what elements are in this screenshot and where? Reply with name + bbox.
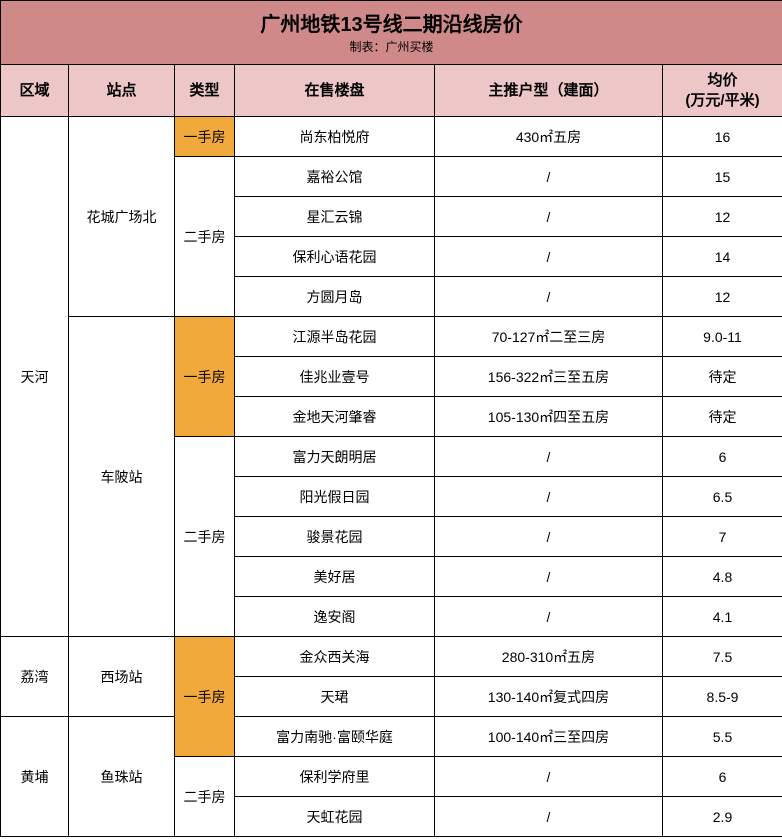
unit-cell: /: [435, 277, 663, 317]
hdr-region: 区域: [1, 65, 69, 117]
project-cell: 天虹花园: [235, 797, 435, 837]
unit-cell: /: [435, 597, 663, 637]
table-row: 荔湾 西场站 一手房 金众西关海 280-310㎡五房 7.5: [1, 637, 782, 677]
station-cell: 车陂站: [69, 317, 175, 637]
type-cell-second: 二手房: [175, 437, 235, 637]
region-cell: 荔湾: [1, 637, 69, 717]
unit-cell: 70-127㎡二至三房: [435, 317, 663, 357]
table-row: 黄埔 鱼珠站 富力南驰·富颐华庭 100-140㎡三至四房 5.5: [1, 717, 782, 757]
header-row: 区域 站点 类型 在售楼盘 主推户型（建面） 均价 (万元/平米): [1, 65, 782, 117]
price-cell: 15: [663, 157, 782, 197]
unit-cell: /: [435, 797, 663, 837]
unit-cell: /: [435, 237, 663, 277]
unit-cell: /: [435, 477, 663, 517]
project-cell: 江源半岛花园: [235, 317, 435, 357]
hdr-type: 类型: [175, 65, 235, 117]
region-cell: 天河: [1, 117, 69, 637]
title-sub: 制表：广州买楼: [1, 39, 782, 56]
unit-cell: 430㎡五房: [435, 117, 663, 157]
project-cell: 天珺: [235, 677, 435, 717]
title-row: 广州地铁13号线二期沿线房价 制表：广州买楼: [1, 1, 782, 65]
hdr-unit: 主推户型（建面）: [435, 65, 663, 117]
price-cell: 6: [663, 437, 782, 477]
project-cell: 金地天河肇睿: [235, 397, 435, 437]
project-cell: 方圆月岛: [235, 277, 435, 317]
price-cell: 16: [663, 117, 782, 157]
project-cell: 保利学府里: [235, 757, 435, 797]
price-cell: 4.1: [663, 597, 782, 637]
project-cell: 星汇云锦: [235, 197, 435, 237]
project-cell: 尚东柏悦府: [235, 117, 435, 157]
hdr-project: 在售楼盘: [235, 65, 435, 117]
price-cell: 2.9: [663, 797, 782, 837]
project-cell: 嘉裕公馆: [235, 157, 435, 197]
price-cell: 14: [663, 237, 782, 277]
project-cell: 佳兆业壹号: [235, 357, 435, 397]
type-cell-new: 一手房: [175, 117, 235, 157]
hdr-price-l1: 均价: [707, 72, 737, 89]
hdr-station: 站点: [69, 65, 175, 117]
project-cell: 富力南驰·富颐华庭: [235, 717, 435, 757]
hdr-price-l2: (万元/平米): [685, 92, 759, 109]
price-table: 广州地铁13号线二期沿线房价 制表：广州买楼 区域 站点 类型 在售楼盘 主推户…: [0, 0, 782, 837]
project-cell: 富力天朗明居: [235, 437, 435, 477]
unit-cell: /: [435, 197, 663, 237]
unit-cell: /: [435, 757, 663, 797]
title-cell: 广州地铁13号线二期沿线房价 制表：广州买楼: [1, 1, 782, 65]
price-cell: 12: [663, 277, 782, 317]
unit-cell: /: [435, 557, 663, 597]
project-cell: 骏景花园: [235, 517, 435, 557]
project-cell: 美好居: [235, 557, 435, 597]
price-cell: 4.8: [663, 557, 782, 597]
title-main: 广州地铁13号线二期沿线房价: [1, 11, 782, 39]
unit-cell: 280-310㎡五房: [435, 637, 663, 677]
unit-cell: 130-140㎡复式四房: [435, 677, 663, 717]
type-cell-second: 二手房: [175, 157, 235, 317]
hdr-price: 均价 (万元/平米): [663, 65, 782, 117]
type-cell-second: 二手房: [175, 757, 235, 837]
type-cell-new: 一手房: [175, 637, 235, 757]
unit-cell: /: [435, 517, 663, 557]
price-cell: 5.5: [663, 717, 782, 757]
region-cell: 黄埔: [1, 717, 69, 837]
station-cell: 花城广场北: [69, 117, 175, 317]
unit-cell: 156-322㎡三至五房: [435, 357, 663, 397]
price-cell: 6: [663, 757, 782, 797]
table-container: 广州地铁13号线二期沿线房价 制表：广州买楼 区域 站点 类型 在售楼盘 主推户…: [0, 0, 782, 837]
price-cell: 7: [663, 517, 782, 557]
price-cell: 待定: [663, 357, 782, 397]
station-cell: 鱼珠站: [69, 717, 175, 837]
price-cell: 9.0-11: [663, 317, 782, 357]
unit-cell: /: [435, 157, 663, 197]
price-cell: 8.5-9: [663, 677, 782, 717]
project-cell: 阳光假日园: [235, 477, 435, 517]
project-cell: 逸安阁: [235, 597, 435, 637]
type-cell-new: 一手房: [175, 317, 235, 437]
price-cell: 待定: [663, 397, 782, 437]
unit-cell: 105-130㎡四至五房: [435, 397, 663, 437]
project-cell: 保利心语花园: [235, 237, 435, 277]
station-cell: 西场站: [69, 637, 175, 717]
table-row: 车陂站 一手房 江源半岛花园 70-127㎡二至三房 9.0-11: [1, 317, 782, 357]
price-cell: 6.5: [663, 477, 782, 517]
unit-cell: 100-140㎡三至四房: [435, 717, 663, 757]
price-cell: 12: [663, 197, 782, 237]
table-row: 天河 花城广场北 一手房 尚东柏悦府 430㎡五房 16: [1, 117, 782, 157]
unit-cell: /: [435, 437, 663, 477]
price-cell: 7.5: [663, 637, 782, 677]
project-cell: 金众西关海: [235, 637, 435, 677]
